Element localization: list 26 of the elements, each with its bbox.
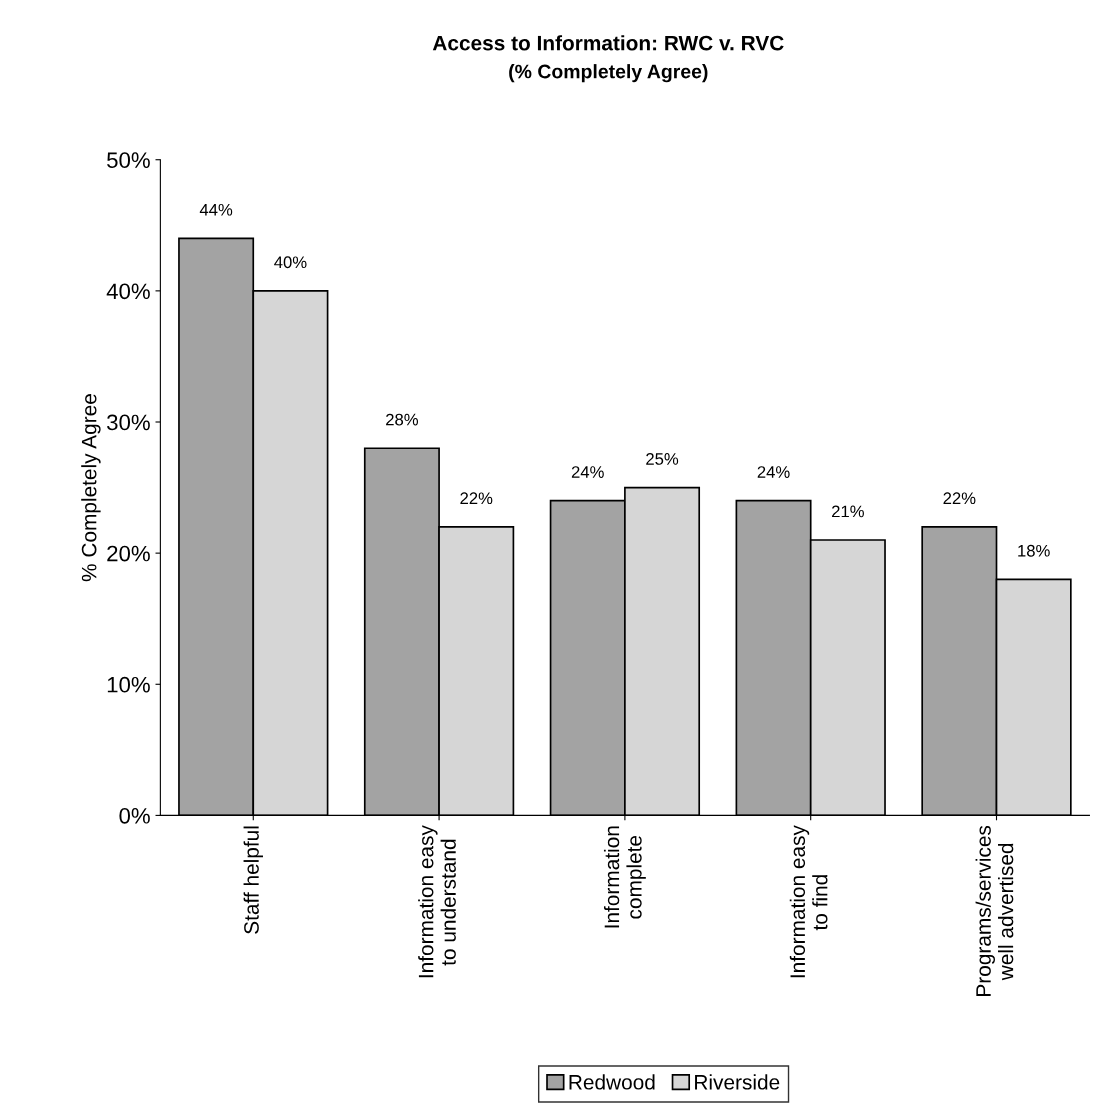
y-tick-label: 50% (107, 152, 150, 168)
chart-title: Access to Information: RWC v. RVC (432, 35, 784, 51)
legend-label: Riverside (695, 1074, 780, 1090)
data-label: 25% (646, 453, 679, 465)
x-tick-label: Information easy to understand (418, 825, 456, 978)
data-label: 40% (274, 256, 307, 269)
x-tick-label: Staff helpful (243, 826, 263, 934)
y-tick-label: 40% (106, 283, 150, 300)
y-axis-title: % Completely Agree (81, 394, 101, 582)
x-tick-label: Programs/services well advertised (975, 825, 1014, 996)
x-tick-label: Information complete (603, 826, 646, 928)
data-label: 22% (943, 492, 976, 505)
chart-subtitle: (% Completely Agree) (509, 64, 708, 83)
x-tick-label: Information easy to find (789, 825, 828, 978)
data-label: 22% (460, 492, 493, 505)
y-tick-label: 30% (107, 414, 150, 431)
data-label: 24% (571, 466, 604, 478)
data-label: 21% (832, 505, 864, 518)
data-label: 28% (386, 413, 419, 426)
data-label: 24% (757, 466, 790, 478)
data-label: 44% (199, 203, 233, 216)
y-tick-label: 10% (107, 676, 150, 693)
data-label: 18% (1018, 544, 1050, 557)
y-tick-label: 0% (119, 807, 150, 824)
y-tick-label: 20% (107, 545, 150, 562)
legend-label: Redwood (569, 1074, 655, 1090)
